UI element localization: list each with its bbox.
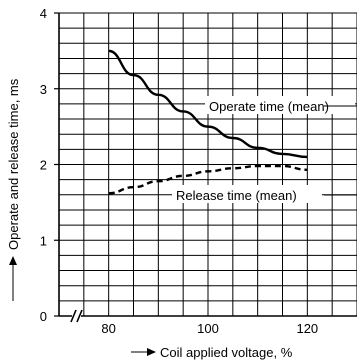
operate-time-label: Operate time (mean) [209,99,329,114]
operate-time-line [108,49,308,159]
x-tick-label: 100 [197,321,219,336]
release-time-label: Release time (mean) [176,188,297,203]
y-tick-label: 2 [40,158,47,173]
grid [58,12,357,317]
axis-break [70,309,83,323]
series-labels: Operate time (mean) Release time (mean) [172,96,357,203]
series-label-bg [172,185,322,203]
y-axis-arrow-head [9,256,17,265]
y-tick-label: 1 [40,233,47,248]
x-tick-label: 120 [296,321,318,336]
series-label-bg [205,96,355,114]
axes [54,12,357,323]
release-time-line [108,164,308,195]
axis-break-stroke [76,309,83,323]
y-tick-label: 4 [40,6,47,21]
y-tick-label: 0 [40,309,47,324]
series-lines [108,49,308,195]
axis-titles: Coil applied voltage, % Operate and relea… [6,78,293,360]
axis-break-stroke [70,309,77,323]
y-axis-title: Operate and release time, ms [6,78,21,250]
x-axis-arrow-head [147,348,156,356]
tick-labels: 0 1 2 3 4 80 100 120 [40,6,318,336]
y-tick-label: 3 [40,82,47,97]
x-axis-title: Coil applied voltage, % [160,345,293,360]
axis-break-gap [72,310,81,322]
x-tick-label: 80 [101,321,115,336]
